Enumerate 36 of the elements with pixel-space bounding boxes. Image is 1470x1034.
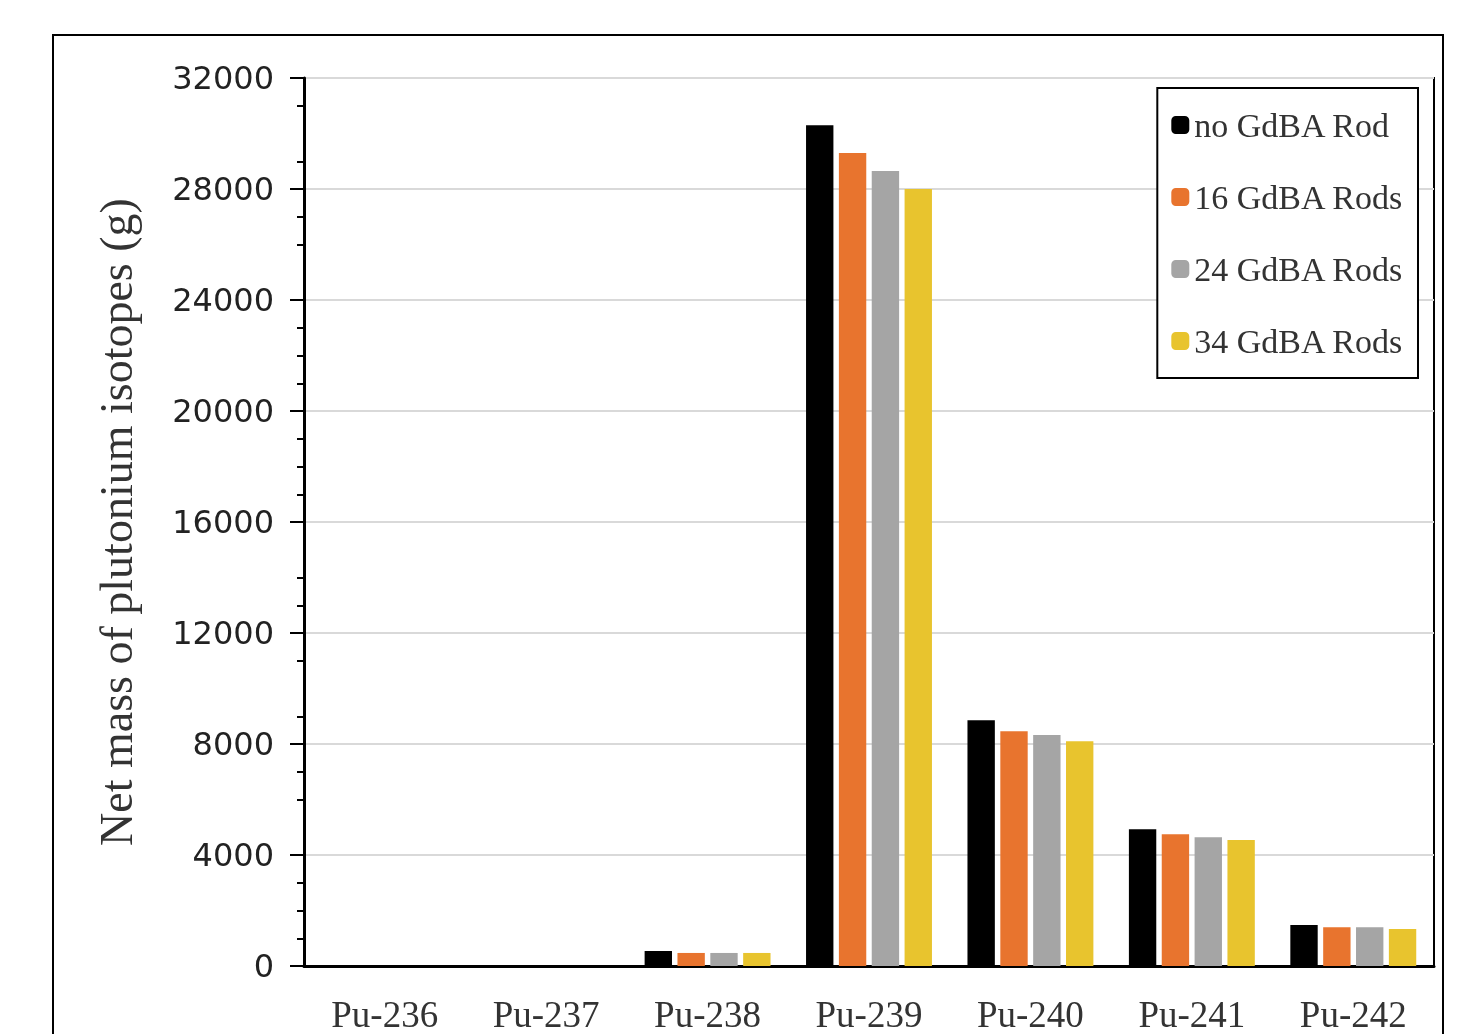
bar [1161,834,1190,966]
y-tick-label: 24000 [172,281,274,319]
bar [743,952,771,966]
x-tick-label: Pu-240 [976,994,1084,1034]
bar [1227,840,1255,966]
bar [904,189,932,966]
bar [677,952,705,966]
x-tick-label: Pu-237 [492,994,600,1034]
bar [1323,927,1351,966]
y-tick-label: 20000 [172,392,274,430]
bar [1388,929,1417,966]
y-tick-label: 8000 [192,725,274,763]
legend-label: 34 GdBA Rods [1194,322,1403,360]
x-tick-label: Pu-241 [1138,994,1246,1034]
legend-label: 16 GdBA Rods [1194,178,1403,216]
y-axis-title: Net mass of plutonium isotopes (g) [90,198,142,846]
y-tick-label: 12000 [172,614,274,652]
bar [1066,741,1094,966]
bar [838,152,867,966]
bar [1194,837,1222,966]
x-tick-label: Pu-236 [331,994,439,1034]
bar [1033,735,1061,966]
bar [710,952,738,966]
x-tick-label: Pu-238 [654,994,762,1034]
y-tick-label: 4000 [192,836,274,874]
y-tick-label: 32000 [172,59,274,97]
bar [1000,731,1028,966]
bar [871,170,900,966]
x-tick-label: Pu-242 [1299,994,1407,1034]
y-tick-label: 28000 [172,170,274,208]
legend-label: no GdBA Rod [1194,106,1389,144]
legend-label: 24 GdBA Rods [1194,250,1403,288]
x-tick-label: Pu-239 [815,994,923,1034]
y-tick-label: 0 [253,947,274,985]
y-tick-label: 16000 [172,503,274,541]
bar [1356,927,1384,966]
